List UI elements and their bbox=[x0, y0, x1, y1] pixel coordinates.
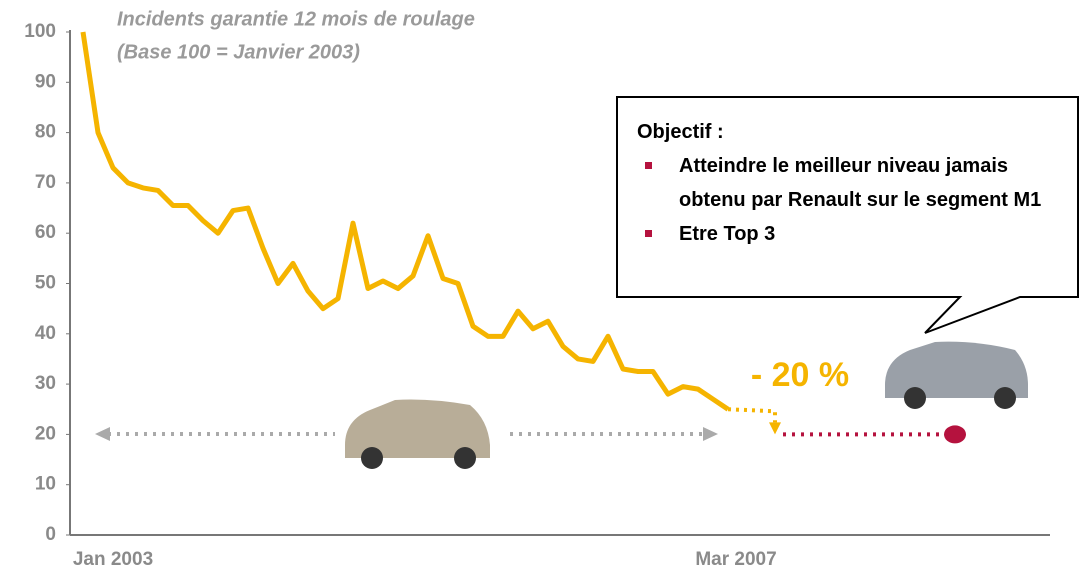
y-tick-label: 70 bbox=[35, 172, 56, 193]
y-tick-label: 30 bbox=[35, 373, 56, 394]
y-tick-label: 20 bbox=[35, 423, 56, 444]
y-tick-label: 10 bbox=[35, 474, 56, 495]
callout: Objectif : Atteindre le meilleur niveau … bbox=[617, 97, 1078, 297]
chart-title: Incidents garantie 12 mois de roulage bbox=[117, 8, 475, 30]
projection-arrow bbox=[769, 422, 781, 434]
projection bbox=[728, 409, 775, 422]
chart-subtitle: (Base 100 = Janvier 2003) bbox=[117, 41, 360, 63]
y-tick-label: 100 bbox=[24, 21, 56, 42]
y-tick-label: 90 bbox=[35, 71, 56, 92]
callout-heading: Objectif : bbox=[637, 115, 1058, 149]
y-tick-label: 0 bbox=[45, 524, 56, 545]
arrow-head bbox=[703, 427, 718, 441]
y-tick-label: 80 bbox=[35, 122, 56, 143]
target-point bbox=[944, 425, 966, 443]
car-left bbox=[345, 400, 490, 469]
bullet-list: Atteindre le meilleur niveau jamais obte… bbox=[637, 149, 1058, 251]
y-tick-label: 50 bbox=[35, 273, 56, 294]
annotation: - 20 % bbox=[751, 356, 849, 394]
x-tick-label: Jan 2003 bbox=[73, 549, 153, 570]
arrow-head bbox=[95, 427, 110, 441]
page: Incidents garantie 12 mois de roulage (B… bbox=[0, 0, 1080, 582]
x-tick-label: Mar 2007 bbox=[695, 549, 776, 570]
bullet: Etre Top 3 bbox=[637, 217, 1059, 251]
car-right bbox=[885, 342, 1028, 409]
bullet: Atteindre le meilleur niveau jamais obte… bbox=[637, 149, 1059, 217]
y-tick-label: 40 bbox=[35, 323, 56, 344]
y-tick-label: 60 bbox=[35, 222, 56, 243]
